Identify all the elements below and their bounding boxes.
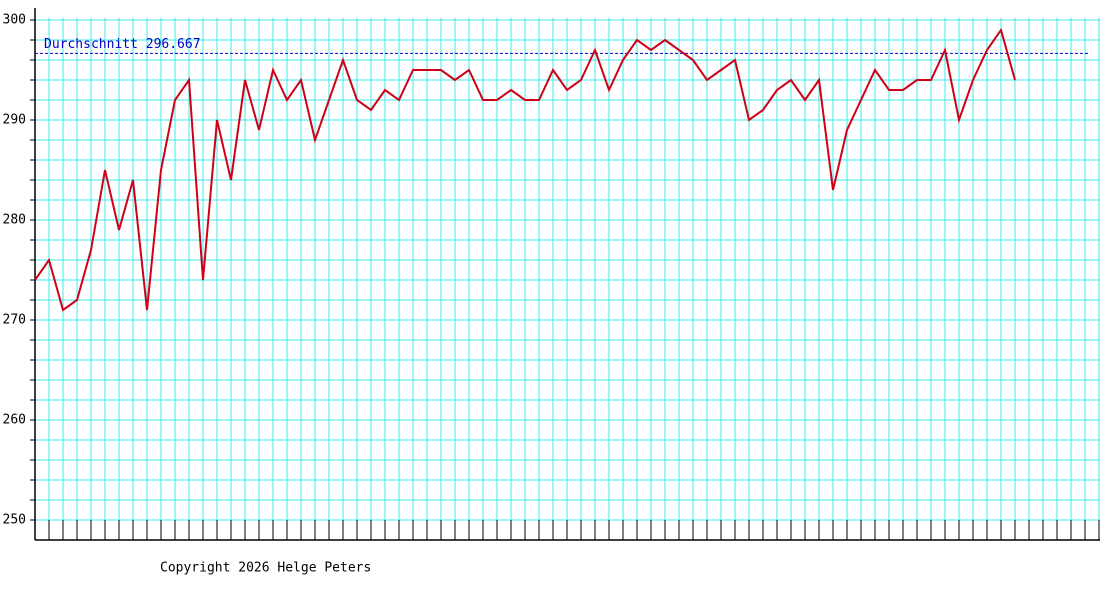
y-tick-label: 280: [3, 213, 26, 228]
y-tick-label: 270: [3, 313, 26, 328]
average-label: Durchschnitt 296.667: [44, 37, 201, 52]
y-tick-label: 260: [3, 413, 26, 428]
y-tick-label: 290: [3, 113, 26, 128]
footer: Copyright 2026 Helge Peters: [160, 561, 371, 576]
data-line: [34, 27, 1016, 312]
y-tick-label: 300: [3, 13, 26, 28]
y-tick-label: 250: [3, 513, 26, 528]
